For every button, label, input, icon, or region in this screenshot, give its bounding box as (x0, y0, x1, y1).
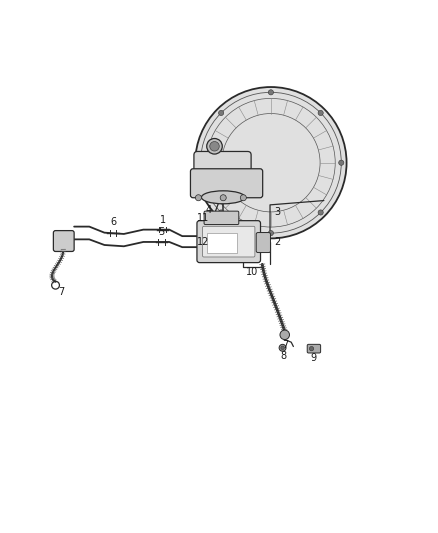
Circle shape (220, 195, 226, 201)
Circle shape (219, 210, 224, 215)
Circle shape (219, 110, 224, 116)
Text: 12: 12 (197, 237, 209, 247)
Ellipse shape (201, 191, 245, 204)
Circle shape (207, 139, 223, 154)
Text: 7: 7 (58, 287, 64, 297)
FancyBboxPatch shape (191, 169, 263, 198)
Text: 3: 3 (275, 207, 281, 217)
Circle shape (195, 87, 346, 238)
Text: 1: 1 (160, 215, 166, 225)
Circle shape (240, 195, 246, 201)
Circle shape (280, 330, 290, 340)
Circle shape (309, 346, 314, 351)
FancyBboxPatch shape (256, 232, 270, 253)
FancyBboxPatch shape (204, 211, 239, 224)
Circle shape (281, 346, 284, 350)
FancyBboxPatch shape (307, 344, 321, 353)
Circle shape (279, 344, 286, 351)
Circle shape (198, 160, 203, 165)
Text: 11: 11 (197, 213, 209, 223)
Circle shape (195, 195, 201, 201)
FancyBboxPatch shape (197, 221, 261, 263)
FancyBboxPatch shape (207, 233, 237, 253)
Circle shape (268, 230, 273, 236)
Text: 5: 5 (159, 228, 165, 237)
Circle shape (339, 160, 344, 165)
Text: 8: 8 (280, 351, 286, 361)
Text: 6: 6 (110, 217, 116, 227)
FancyBboxPatch shape (53, 231, 74, 252)
FancyBboxPatch shape (202, 227, 255, 257)
FancyBboxPatch shape (194, 151, 251, 175)
Circle shape (268, 90, 273, 95)
Text: 10: 10 (246, 267, 258, 277)
Text: 4: 4 (205, 205, 212, 215)
Text: 9: 9 (311, 353, 317, 363)
Circle shape (318, 110, 323, 116)
Circle shape (210, 142, 219, 151)
Text: 2: 2 (275, 237, 281, 247)
Circle shape (318, 210, 323, 215)
Text: 7: 7 (283, 340, 289, 350)
